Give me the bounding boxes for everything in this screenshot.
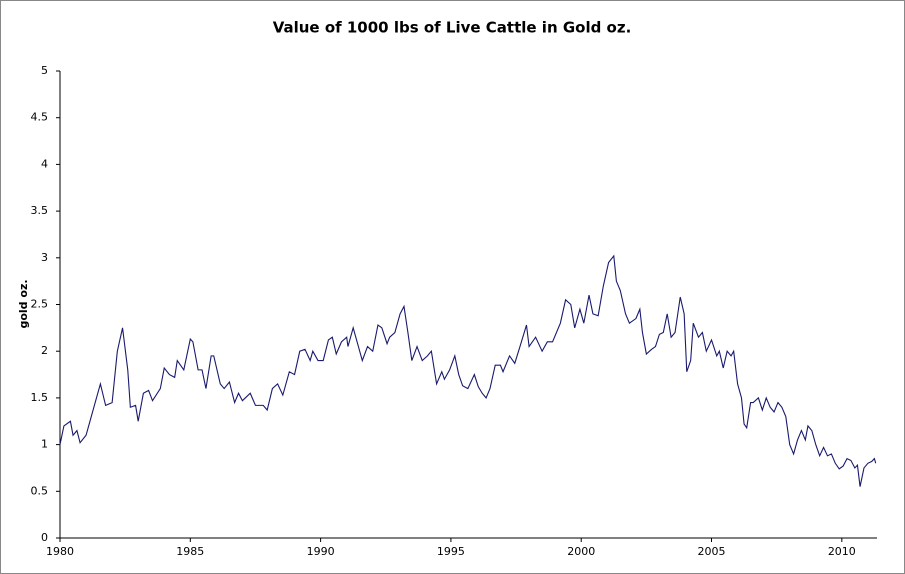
chart-title: Value of 1000 lbs of Live Cattle in Gold… <box>273 19 632 37</box>
y-tick-label: 0.5 <box>31 484 49 497</box>
x-tick-label: 1995 <box>437 545 465 558</box>
x-tick-label: 2010 <box>828 545 856 558</box>
y-tick-label: 3 <box>41 251 48 264</box>
y-tick-label: 2.5 <box>31 298 49 311</box>
x-tick-label: 1980 <box>46 545 74 558</box>
x-tick-label: 1985 <box>176 545 204 558</box>
data-line <box>59 254 877 487</box>
y-tick-label: 3.5 <box>31 204 49 217</box>
y-axis-label: gold oz. <box>17 279 30 328</box>
x-tick-label: 2000 <box>567 545 595 558</box>
x-tick-label: 1990 <box>307 545 335 558</box>
x-tick-label: 2005 <box>698 545 726 558</box>
y-tick-label: 2 <box>41 344 48 357</box>
y-tick-label: 0 <box>41 531 48 544</box>
y-tick-label: 1.5 <box>31 391 49 404</box>
y-tick-label: 1 <box>41 438 48 451</box>
y-tick-label: 5 <box>41 64 48 77</box>
y-tick-label: 4 <box>41 157 48 170</box>
y-tick-label: 4.5 <box>31 111 49 124</box>
